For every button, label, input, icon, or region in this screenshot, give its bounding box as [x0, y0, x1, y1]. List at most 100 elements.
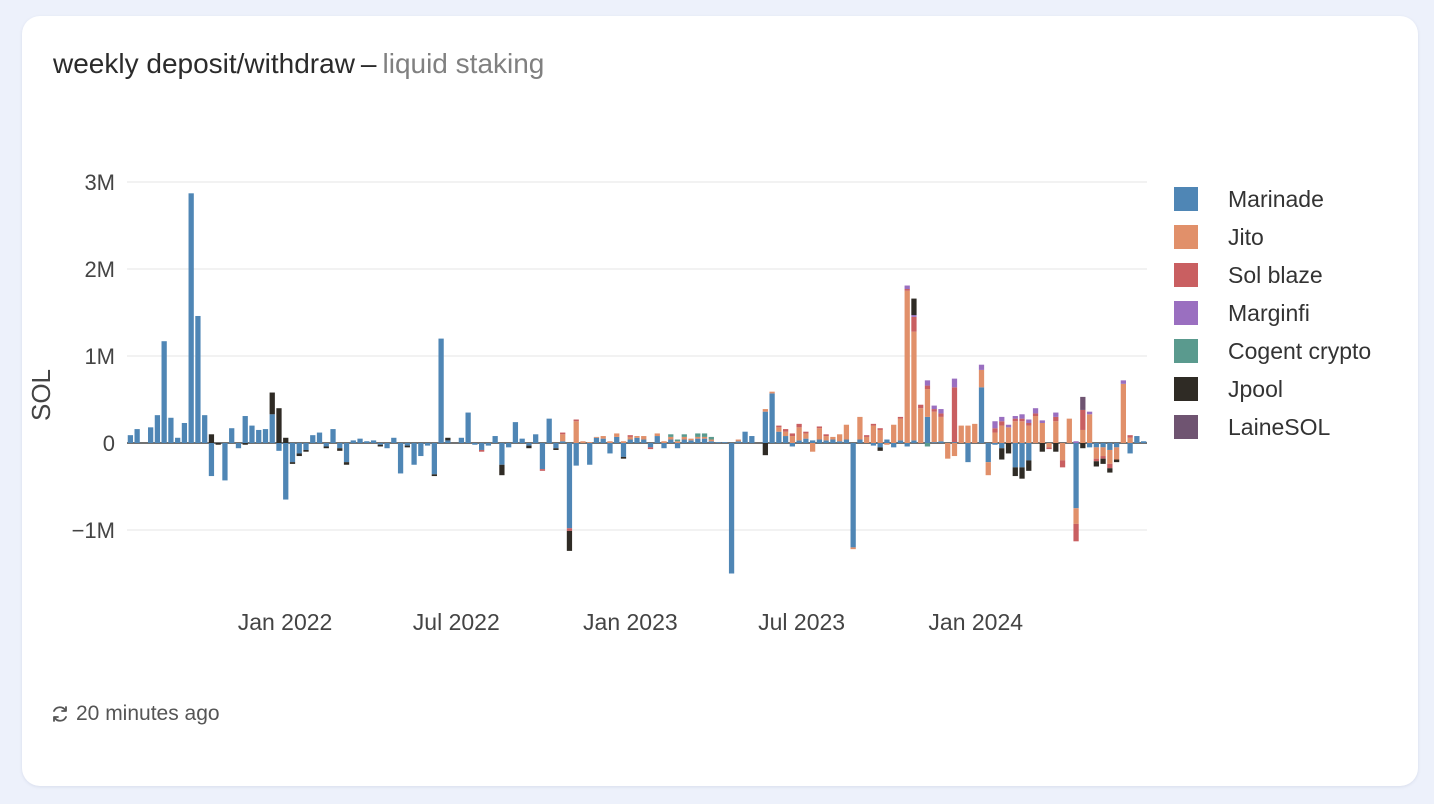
bar-segment[interactable]: [904, 289, 910, 291]
bar-segment[interactable]: [377, 444, 383, 447]
bar-segment[interactable]: [823, 434, 829, 437]
bar-segment[interactable]: [674, 441, 681, 443]
bar-segment[interactable]: [1113, 459, 1120, 463]
bar-segment[interactable]: [749, 436, 755, 443]
bar-segment[interactable]: [526, 443, 532, 446]
bar-segment[interactable]: [1005, 427, 1012, 443]
bar-segment[interactable]: [891, 424, 897, 443]
bar-segment[interactable]: [479, 449, 485, 452]
bar-segment[interactable]: [1053, 416, 1059, 422]
bar-segment[interactable]: [789, 433, 795, 437]
bar-segment[interactable]: [911, 316, 917, 332]
bar-segment[interactable]: [1080, 443, 1086, 449]
bar-segment[interactable]: [222, 443, 228, 481]
bar-segment[interactable]: [857, 416, 863, 440]
legend-item[interactable]: Sol blaze: [1174, 262, 1371, 288]
bar-segment[interactable]: [370, 440, 377, 443]
bar-segment[interactable]: [1107, 463, 1113, 469]
bar-segment[interactable]: [438, 338, 444, 443]
bar-segment[interactable]: [1100, 443, 1106, 448]
bar-segment[interactable]: [215, 443, 221, 445]
bar-segment[interactable]: [877, 443, 883, 448]
bar-segment[interactable]: [499, 443, 505, 465]
bar-segment[interactable]: [472, 443, 478, 445]
bar-segment[interactable]: [1113, 443, 1120, 448]
bar-segment[interactable]: [1046, 447, 1052, 450]
bar-segment[interactable]: [830, 439, 836, 443]
bar-segment[interactable]: [1140, 441, 1147, 443]
bar-segment[interactable]: [479, 443, 485, 450]
bar-segment[interactable]: [560, 432, 566, 435]
bar-segment[interactable]: [809, 440, 816, 443]
bar-segment[interactable]: [391, 437, 397, 443]
bar-segment[interactable]: [526, 445, 532, 449]
bar-segment[interactable]: [904, 290, 910, 443]
bar-segment[interactable]: [1046, 443, 1052, 448]
bar-segment[interactable]: [1012, 421, 1018, 443]
bar-segment[interactable]: [539, 469, 546, 471]
bar-segment[interactable]: [641, 436, 647, 440]
bar-segment[interactable]: [1100, 458, 1106, 464]
bar-segment[interactable]: [337, 448, 343, 451]
bar-segment[interactable]: [303, 449, 309, 452]
bar-segment[interactable]: [614, 436, 620, 443]
bar-segment[interactable]: [803, 438, 809, 443]
bar-segment[interactable]: [1012, 467, 1018, 477]
bar-segment[interactable]: [782, 436, 789, 443]
bar-segment[interactable]: [1026, 419, 1032, 423]
bar-segment[interactable]: [600, 438, 606, 443]
bar-segment[interactable]: [1086, 414, 1093, 443]
bar-segment[interactable]: [593, 436, 600, 438]
bar-segment[interactable]: [674, 443, 681, 449]
bar-segment[interactable]: [864, 436, 870, 443]
bar-segment[interactable]: [573, 443, 579, 466]
bar-segment[interactable]: [296, 453, 302, 457]
legend-item[interactable]: Jpool: [1174, 376, 1371, 402]
bar-segment[interactable]: [884, 443, 890, 445]
bar-segment[interactable]: [127, 435, 134, 443]
bar-segment[interactable]: [546, 418, 552, 443]
bar-segment[interactable]: [560, 434, 566, 442]
bar-segment[interactable]: [776, 431, 782, 443]
bar-segment[interactable]: [809, 443, 816, 452]
bar-segment[interactable]: [999, 425, 1005, 443]
bar-segment[interactable]: [181, 422, 188, 443]
bar-segment[interactable]: [1080, 429, 1086, 443]
bar-segment[interactable]: [674, 439, 681, 442]
bar-segment[interactable]: [978, 387, 985, 443]
bar-segment[interactable]: [418, 443, 424, 457]
bar-segment[interactable]: [1026, 443, 1032, 461]
bar-segment[interactable]: [1053, 412, 1059, 417]
bar-segment[interactable]: [769, 391, 775, 394]
bar-segment[interactable]: [411, 443, 417, 465]
bar-segment[interactable]: [404, 445, 410, 448]
bar-segment[interactable]: [195, 315, 201, 443]
bar-segment[interactable]: [492, 436, 498, 443]
bar-segment[interactable]: [924, 389, 931, 417]
bar-segment[interactable]: [938, 416, 944, 442]
bar-segment[interactable]: [560, 441, 566, 443]
bar-segment[interactable]: [938, 409, 944, 414]
bar-segment[interactable]: [708, 441, 714, 443]
bar-segment[interactable]: [931, 405, 937, 410]
bar-segment[interactable]: [1059, 460, 1066, 468]
bar-segment[interactable]: [600, 436, 606, 439]
bar-segment[interactable]: [1026, 460, 1032, 471]
bar-segment[interactable]: [870, 443, 877, 446]
bar-segment[interactable]: [1019, 443, 1025, 468]
bar-segment[interactable]: [553, 443, 559, 449]
bar-segment[interactable]: [897, 418, 904, 441]
bar-segment[interactable]: [864, 435, 870, 437]
bar-segment[interactable]: [627, 439, 633, 443]
bar-segment[interactable]: [256, 429, 262, 443]
bar-segment[interactable]: [985, 443, 991, 463]
bar-segment[interactable]: [506, 443, 512, 448]
bar-segment[interactable]: [985, 462, 991, 476]
bar-segment[interactable]: [1019, 421, 1025, 443]
bar-segment[interactable]: [269, 414, 275, 443]
bar-segment[interactable]: [1100, 456, 1106, 459]
bar-segment[interactable]: [431, 474, 437, 477]
bar-segment[interactable]: [891, 443, 897, 448]
bar-segment[interactable]: [1100, 447, 1106, 457]
bar-segment[interactable]: [735, 439, 741, 442]
